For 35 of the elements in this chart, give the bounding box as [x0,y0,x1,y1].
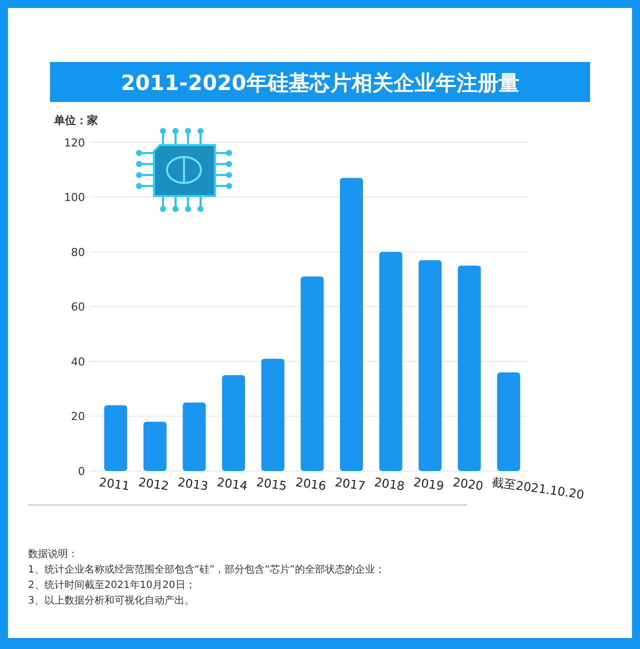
bar [222,375,246,471]
x-tick-label: 2018 [373,475,406,494]
bar [143,422,166,471]
y-tick-label: 100 [64,191,85,204]
y-tick-label: 120 [64,136,85,150]
text: 2、统计时间截至2021年10月20日； [28,579,196,591]
text: 数据说明： [28,548,78,560]
y-tick-label: 0 [78,465,85,478]
chart-title: 2011-2020年硅基芯片相关企业年注册量 [120,71,520,95]
x-tick-label: 2014 [216,475,248,494]
y-tick-label: 20 [71,410,85,424]
bar [379,252,402,471]
bar [418,260,442,471]
x-tick-label: 截至2021.10.20 [491,475,585,502]
y-tick-label: 80 [71,246,85,259]
x-tick-label: 2015 [255,475,288,494]
x-tick-label: 2019 [412,475,445,494]
x-tick-label: 2017 [334,475,366,494]
y-tick-label: 40 [71,355,85,368]
bar [261,358,284,471]
text: 1、统计企业名称或经营范围全部包含“硅”，部分包含“芯片”的全部状态的企业； [28,564,386,576]
text: 3、以上数据分析和可视化自动产出。 [28,594,194,606]
y-tick-label: 60 [71,300,85,314]
bar [182,402,206,471]
bar [300,276,324,471]
bar [340,178,363,471]
x-tick-label: 2012 [138,475,170,494]
x-tick-label: 2013 [176,475,210,494]
y-axis-title: 单位：家 [53,114,98,127]
bar [104,405,128,471]
x-tick-label: 2016 [294,475,327,494]
bar [497,372,520,471]
bar [458,266,481,471]
x-tick-label: 2011 [98,475,130,494]
x-tick-label: 2020 [452,475,484,494]
